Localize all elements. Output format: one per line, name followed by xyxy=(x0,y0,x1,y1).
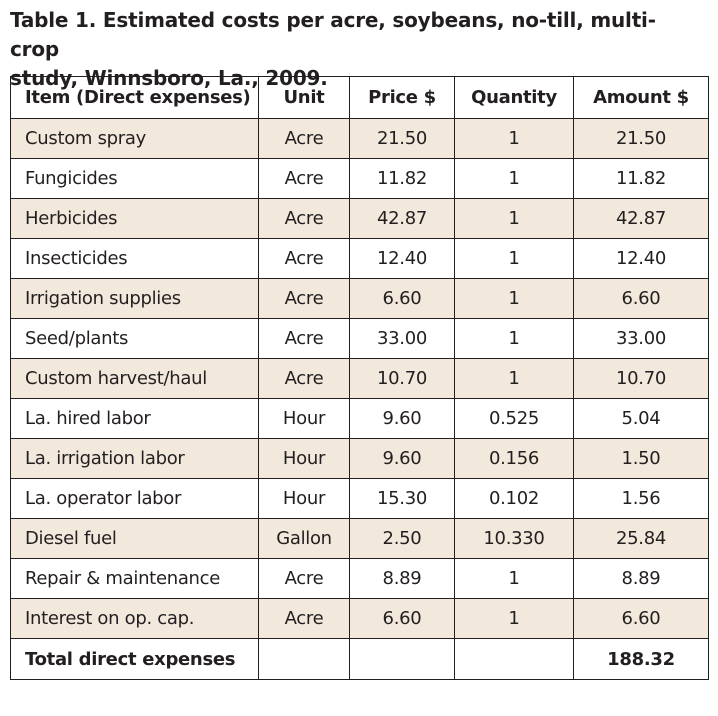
cell-amount: 11.82 xyxy=(573,158,709,199)
cell-quantity: 0.525 xyxy=(454,398,574,439)
cell-item: Custom spray xyxy=(10,118,259,159)
cell-unit: Acre xyxy=(258,238,350,279)
header-unit: Unit xyxy=(258,76,350,119)
cell-unit: Acre xyxy=(258,358,350,399)
table-row: Seed/plants Acre 33.00 1 33.00 xyxy=(10,318,709,359)
table-row: La. irrigation labor Hour 9.60 0.156 1.50 xyxy=(10,438,709,479)
cell-unit: Acre xyxy=(258,118,350,159)
table-row: Irrigation supplies Acre 6.60 1 6.60 xyxy=(10,278,709,319)
cell-quantity: 1 xyxy=(454,118,574,159)
cell-amount: 25.84 xyxy=(573,518,709,559)
cell-unit: Acre xyxy=(258,598,350,639)
cell-unit: Acre xyxy=(258,558,350,599)
cell-amount: 33.00 xyxy=(573,318,709,359)
table-row: Diesel fuel Gallon 2.50 10.330 25.84 xyxy=(10,518,709,559)
cell-item: Diesel fuel xyxy=(10,518,259,559)
cell-quantity: 1 xyxy=(454,238,574,279)
header-price: Price $ xyxy=(349,76,455,119)
cell-quantity: 1 xyxy=(454,278,574,319)
cell-item: Interest on op. cap. xyxy=(10,598,259,639)
cell-price: 15.30 xyxy=(349,478,455,519)
total-label: Total direct expenses xyxy=(10,638,259,680)
cell-amount: 1.56 xyxy=(573,478,709,519)
cell-quantity: 1 xyxy=(454,198,574,239)
header-item: Item (Direct expenses) xyxy=(10,76,259,119)
header-row: Item (Direct expenses) Unit Price $ Quan… xyxy=(10,76,709,119)
cell-unit: Acre xyxy=(258,158,350,199)
table-row: Custom spray Acre 21.50 1 21.50 xyxy=(10,118,709,159)
cell-price: 9.60 xyxy=(349,398,455,439)
cell-price: 2.50 xyxy=(349,518,455,559)
cell-amount: 12.40 xyxy=(573,238,709,279)
table-row: La. hired labor Hour 9.60 0.525 5.04 xyxy=(10,398,709,439)
cell-quantity: 1 xyxy=(454,598,574,639)
table-row: La. operator labor Hour 15.30 0.102 1.56 xyxy=(10,478,709,519)
cell-unit: Hour xyxy=(258,478,350,519)
cell-price: 8.89 xyxy=(349,558,455,599)
cell-price: 9.60 xyxy=(349,438,455,479)
cell-unit: Acre xyxy=(258,278,350,319)
cell-amount: 6.60 xyxy=(573,278,709,319)
cell-quantity: 0.102 xyxy=(454,478,574,519)
cell-quantity: 10.330 xyxy=(454,518,574,559)
cell-quantity: 1 xyxy=(454,158,574,199)
header-amount: Amount $ xyxy=(573,76,709,119)
cell-item: Herbicides xyxy=(10,198,259,239)
cell-amount: 6.60 xyxy=(573,598,709,639)
table-row: Herbicides Acre 42.87 1 42.87 xyxy=(10,198,709,239)
cell-item: Repair & maintenance xyxy=(10,558,259,599)
cell-amount: 21.50 xyxy=(573,118,709,159)
cell-quantity: 1 xyxy=(454,358,574,399)
cell-item: Seed/plants xyxy=(10,318,259,359)
cell-unit: Gallon xyxy=(258,518,350,559)
cell-quantity: 1 xyxy=(454,558,574,599)
table-row: Insecticides Acre 12.40 1 12.40 xyxy=(10,238,709,279)
cell-item: Insecticides xyxy=(10,238,259,279)
header-quantity: Quantity xyxy=(454,76,574,119)
cell-amount: 5.04 xyxy=(573,398,709,439)
cell-item: Irrigation supplies xyxy=(10,278,259,319)
table-body: Custom spray Acre 21.50 1 21.50 Fungicides Acr… xyxy=(10,118,709,639)
total-quantity-empty xyxy=(454,638,574,680)
table-row: Repair & maintenance Acre 8.89 1 8.89 xyxy=(10,558,709,599)
cell-quantity: 1 xyxy=(454,318,574,359)
cell-amount: 1.50 xyxy=(573,438,709,479)
cell-item: Custom harvest/haul xyxy=(10,358,259,399)
cell-amount: 8.89 xyxy=(573,558,709,599)
cost-table: Item (Direct expenses) Unit Price $ Quan… xyxy=(10,76,709,680)
cell-price: 10.70 xyxy=(349,358,455,399)
caption-line-1: Table 1. Estimated costs per acre, soybe… xyxy=(10,8,656,61)
cell-unit: Acre xyxy=(258,318,350,359)
cell-item: Fungicides xyxy=(10,158,259,199)
cell-unit: Acre xyxy=(258,198,350,239)
cell-unit: Hour xyxy=(258,398,350,439)
cell-item: La. irrigation labor xyxy=(10,438,259,479)
cell-amount: 10.70 xyxy=(573,358,709,399)
cell-price: 11.82 xyxy=(349,158,455,199)
cell-price: 6.60 xyxy=(349,278,455,319)
cell-price: 21.50 xyxy=(349,118,455,159)
cell-item: La. hired labor xyxy=(10,398,259,439)
table-row: Interest on op. cap. Acre 6.60 1 6.60 xyxy=(10,598,709,639)
cell-item: La. operator labor xyxy=(10,478,259,519)
total-row: Total direct expenses 188.32 xyxy=(10,638,709,680)
table-row: Custom harvest/haul Acre 10.70 1 10.70 xyxy=(10,358,709,399)
cell-amount: 42.87 xyxy=(573,198,709,239)
total-price-empty xyxy=(349,638,455,680)
cell-unit: Hour xyxy=(258,438,350,479)
total-amount: 188.32 xyxy=(573,638,709,680)
cell-price: 42.87 xyxy=(349,198,455,239)
table-row: Fungicides Acre 11.82 1 11.82 xyxy=(10,158,709,199)
cell-price: 12.40 xyxy=(349,238,455,279)
cell-quantity: 0.156 xyxy=(454,438,574,479)
cell-price: 6.60 xyxy=(349,598,455,639)
total-unit-empty xyxy=(258,638,350,680)
cell-price: 33.00 xyxy=(349,318,455,359)
